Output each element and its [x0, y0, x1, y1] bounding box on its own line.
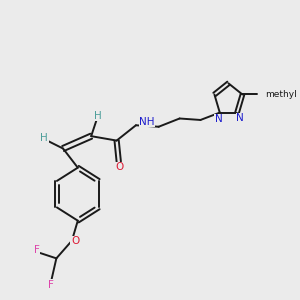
- Text: O: O: [115, 162, 123, 172]
- Text: N: N: [236, 113, 244, 124]
- Text: H: H: [94, 110, 102, 121]
- Text: F: F: [34, 245, 40, 255]
- Text: H: H: [40, 133, 48, 143]
- Text: NH: NH: [139, 117, 154, 127]
- Text: F: F: [47, 280, 53, 290]
- Text: O: O: [71, 236, 79, 246]
- Text: methyl: methyl: [265, 90, 296, 99]
- Text: N: N: [214, 114, 222, 124]
